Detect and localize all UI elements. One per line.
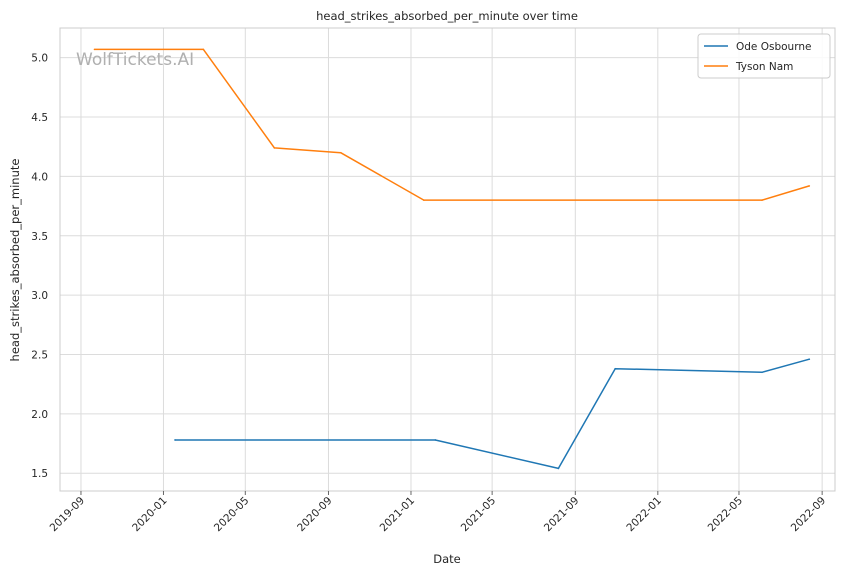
data-point-1-2 bbox=[273, 147, 276, 149]
data-point-1-1 bbox=[202, 48, 205, 51]
y-axis-label: head_strikes_absorbed_per_minute bbox=[8, 159, 22, 362]
legend: Ode Osbourne Tyson Nam bbox=[697, 33, 831, 79]
legend-label-0: Ode Osbourne bbox=[736, 41, 811, 53]
y-tick-label: 4.0 bbox=[31, 171, 48, 183]
plot-frame bbox=[59, 27, 836, 492]
data-point-0-1 bbox=[434, 439, 437, 441]
chart-title: head_strikes_absorbed_per_minute over ti… bbox=[316, 9, 578, 23]
watermark: WolfTickets.AI bbox=[76, 50, 194, 70]
data-point-0-4 bbox=[761, 371, 763, 374]
y-tick-label: 4.5 bbox=[31, 112, 48, 124]
data-point-0-5 bbox=[808, 358, 811, 361]
y-tick-label: 2.5 bbox=[31, 349, 48, 361]
data-point-1-5 bbox=[761, 199, 763, 201]
y-tick-label: 2.0 bbox=[31, 409, 48, 421]
legend-box bbox=[697, 33, 831, 79]
legend-label-1: Tyson Nam bbox=[735, 61, 793, 73]
y-tick-label: 1.5 bbox=[31, 468, 48, 480]
grid bbox=[60, 28, 835, 491]
data-point-1-6 bbox=[808, 185, 811, 187]
y-tick-label: 5.0 bbox=[31, 53, 48, 65]
data-point-0-0 bbox=[174, 439, 176, 441]
data-point-0-2 bbox=[557, 467, 560, 470]
data-point-1-0 bbox=[93, 48, 96, 51]
y-tick-label: 3.0 bbox=[31, 290, 48, 302]
data-point-1-3 bbox=[339, 151, 342, 154]
y-tick-label: 3.5 bbox=[31, 231, 48, 243]
y-axis-ticks: 1.5 2.0 2.5 3.0 3.5 4.0 4.5 5.0 bbox=[31, 53, 48, 481]
data-point-1-4 bbox=[423, 199, 425, 201]
series-line-0 bbox=[175, 358, 810, 470]
x-axis-label: Date bbox=[433, 552, 461, 566]
series-layer bbox=[93, 48, 811, 470]
data-point-0-3 bbox=[614, 367, 617, 370]
